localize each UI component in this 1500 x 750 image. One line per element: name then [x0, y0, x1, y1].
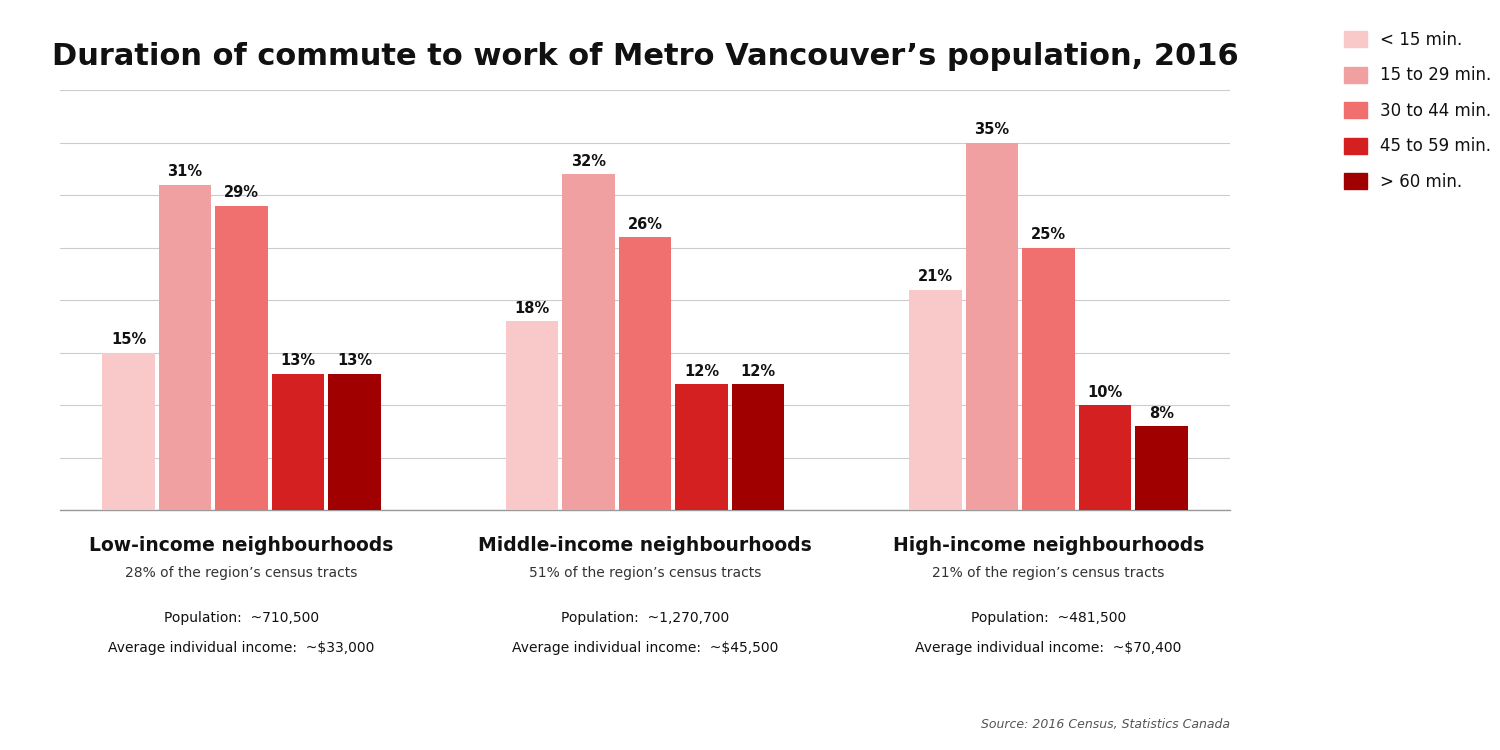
Text: 21% of the region’s census tracts: 21% of the region’s census tracts: [933, 566, 1164, 580]
Bar: [562, 174, 615, 510]
Text: 18%: 18%: [514, 301, 549, 316]
Text: 13%: 13%: [280, 353, 315, 368]
Text: 26%: 26%: [627, 217, 663, 232]
Text: 21%: 21%: [918, 269, 952, 284]
Text: 51% of the region’s census tracts: 51% of the region’s census tracts: [530, 566, 760, 580]
Text: 25%: 25%: [1030, 227, 1066, 242]
Text: 10%: 10%: [1088, 385, 1122, 400]
Text: Low-income neighbourhoods: Low-income neighbourhoods: [90, 536, 393, 555]
Text: Average individual income:  ~$45,500: Average individual income: ~$45,500: [512, 641, 778, 656]
Text: 31%: 31%: [168, 164, 202, 179]
Text: High-income neighbourhoods: High-income neighbourhoods: [892, 536, 1204, 555]
Bar: [272, 374, 324, 510]
Text: Population:  ~481,500: Population: ~481,500: [970, 611, 1126, 626]
Text: Source: 2016 Census, Statistics Canada: Source: 2016 Census, Statistics Canada: [981, 718, 1230, 731]
Bar: [506, 321, 558, 510]
Text: 8%: 8%: [1149, 406, 1174, 421]
Bar: [1136, 426, 1188, 510]
Text: Middle-income neighbourhoods: Middle-income neighbourhoods: [478, 536, 812, 555]
Text: 32%: 32%: [572, 154, 606, 169]
Bar: [966, 142, 1018, 510]
Text: Population:  ~710,500: Population: ~710,500: [164, 611, 320, 626]
Bar: [159, 184, 212, 510]
Text: 12%: 12%: [684, 364, 718, 379]
Bar: [909, 290, 962, 510]
Text: Average individual income:  ~$70,400: Average individual income: ~$70,400: [915, 641, 1182, 656]
Bar: [328, 374, 381, 510]
Text: Population:  ~1,270,700: Population: ~1,270,700: [561, 611, 729, 626]
Text: 28% of the region’s census tracts: 28% of the region’s census tracts: [126, 566, 357, 580]
Text: 13%: 13%: [338, 353, 372, 368]
Bar: [216, 206, 268, 510]
Title: Duration of commute to work of Metro Vancouver’s population, 2016: Duration of commute to work of Metro Van…: [51, 42, 1239, 71]
Text: 12%: 12%: [741, 364, 776, 379]
Text: 29%: 29%: [224, 185, 260, 200]
Bar: [102, 352, 154, 510]
Bar: [675, 384, 728, 510]
Bar: [1022, 248, 1074, 510]
Text: Average individual income:  ~$33,000: Average individual income: ~$33,000: [108, 641, 375, 656]
Text: 15%: 15%: [111, 332, 146, 347]
Legend: < 15 min., 15 to 29 min., 30 to 44 min., 45 to 59 min., > 60 min.: < 15 min., 15 to 29 min., 30 to 44 min.,…: [1344, 31, 1491, 190]
Text: 35%: 35%: [975, 122, 1010, 137]
Bar: [620, 237, 670, 510]
Bar: [1078, 405, 1131, 510]
Bar: [732, 384, 784, 510]
